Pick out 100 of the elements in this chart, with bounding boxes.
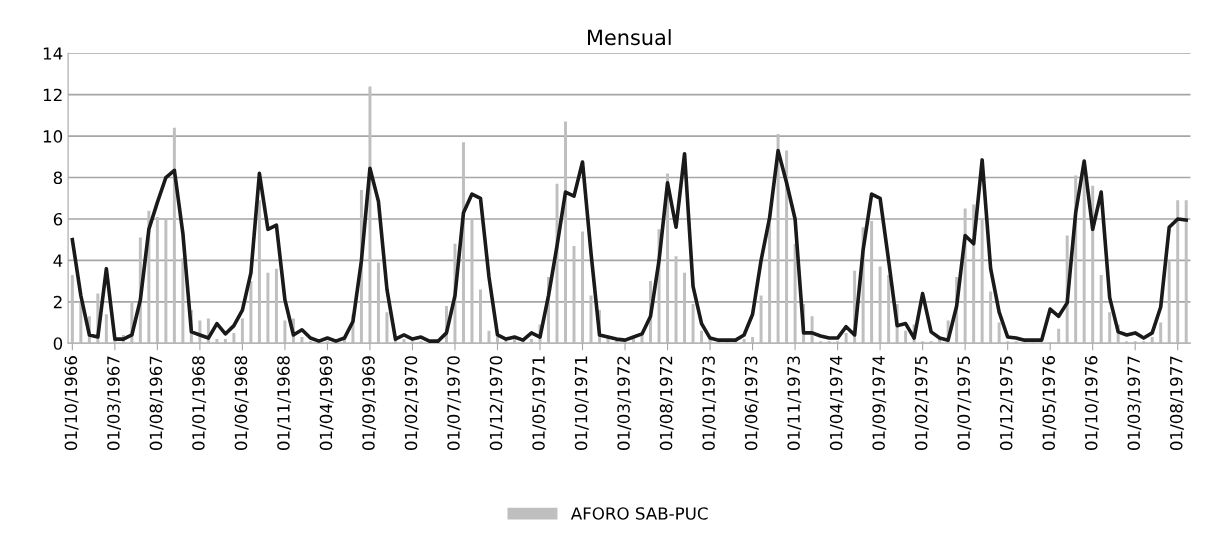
bar bbox=[1082, 173, 1086, 344]
chart-title: Mensual bbox=[588, 29, 671, 46]
bar bbox=[300, 337, 304, 344]
bar bbox=[155, 216, 159, 344]
bar bbox=[70, 274, 74, 344]
bar bbox=[674, 256, 678, 344]
bar bbox=[240, 318, 244, 344]
x-tick-label: 01/12/1975 bbox=[999, 356, 1014, 451]
bar bbox=[768, 223, 772, 344]
bar bbox=[513, 339, 516, 344]
y-tick-label: 14 bbox=[43, 47, 63, 60]
bar bbox=[870, 221, 874, 344]
bar bbox=[904, 330, 908, 344]
y-tick-label: 12 bbox=[43, 88, 62, 102]
bar bbox=[776, 134, 780, 344]
bar bbox=[589, 295, 593, 344]
bar bbox=[1057, 328, 1061, 344]
x-tick-label: 01/11/1973 bbox=[787, 356, 802, 451]
bar bbox=[683, 272, 687, 344]
bar bbox=[223, 339, 227, 344]
bar bbox=[759, 295, 763, 344]
bar bbox=[530, 339, 533, 344]
bar bbox=[274, 268, 278, 344]
bar bbox=[1150, 337, 1154, 344]
bar bbox=[844, 332, 848, 344]
bar bbox=[461, 142, 465, 344]
x-tick-label: 01/02/1975 bbox=[914, 356, 929, 451]
bar bbox=[1014, 341, 1018, 344]
bar bbox=[878, 266, 882, 344]
bar bbox=[470, 218, 474, 344]
y-tick-label: 2 bbox=[53, 295, 62, 309]
bar bbox=[283, 320, 287, 344]
bar bbox=[1184, 200, 1188, 344]
x-tick-label: 01/05/1971 bbox=[532, 356, 547, 451]
bar bbox=[181, 258, 185, 344]
bar bbox=[478, 289, 482, 344]
x-tick-label: 01/01/1968 bbox=[192, 356, 207, 451]
bar bbox=[1133, 341, 1137, 344]
bar bbox=[1142, 341, 1146, 344]
bar bbox=[496, 337, 499, 344]
bar bbox=[887, 274, 891, 344]
x-tick-label: 01/08/1977 bbox=[1169, 356, 1184, 451]
bar bbox=[989, 291, 993, 344]
x-tick-label: 01/06/1968 bbox=[234, 356, 249, 451]
x-tick-label: 01/08/1967 bbox=[149, 356, 164, 451]
bar bbox=[1125, 341, 1129, 344]
bar bbox=[215, 339, 219, 344]
bar bbox=[1006, 341, 1010, 344]
bar bbox=[632, 339, 636, 344]
x-tick-label: 01/04/1974 bbox=[829, 355, 844, 451]
bar bbox=[172, 127, 176, 344]
bar bbox=[700, 330, 704, 344]
bar bbox=[249, 281, 253, 344]
x-tick-label: 01/03/1972 bbox=[617, 356, 632, 451]
y-tick-label: 4 bbox=[53, 254, 63, 267]
bar bbox=[104, 314, 108, 344]
bar bbox=[402, 339, 406, 344]
bar bbox=[410, 341, 414, 344]
y-tick-label: 6 bbox=[53, 212, 63, 226]
bar bbox=[997, 322, 1001, 344]
bar bbox=[751, 337, 755, 344]
x-tick-label: 01/10/1971 bbox=[574, 356, 589, 451]
x-tick-label: 01/09/1969 bbox=[362, 356, 377, 451]
bar bbox=[266, 272, 270, 344]
x-tick-label: 01/10/1966 bbox=[64, 356, 79, 451]
x-tick-label: 01/06/1973 bbox=[744, 356, 759, 451]
bar bbox=[929, 341, 933, 344]
x-tick-label: 01/07/1970 bbox=[447, 356, 462, 451]
x-tick-label: 01/03/1967 bbox=[107, 356, 122, 451]
bar bbox=[1167, 260, 1171, 344]
y-tick-label: 10 bbox=[43, 130, 63, 143]
bar bbox=[164, 218, 168, 344]
bar bbox=[691, 303, 695, 344]
x-tick-label: 01/05/1976 bbox=[1042, 356, 1057, 451]
bar bbox=[793, 243, 797, 344]
bar bbox=[785, 150, 789, 344]
x-tick-label: 01/03/1977 bbox=[1127, 356, 1142, 451]
bar bbox=[257, 200, 261, 344]
x-tick-label: 01/11/1968 bbox=[277, 356, 292, 451]
bar bbox=[419, 341, 423, 344]
x-tick-label: 01/07/1975 bbox=[957, 356, 972, 451]
bar bbox=[232, 332, 236, 344]
legend-label: AFORO SAB-PUC bbox=[570, 507, 708, 520]
bar bbox=[980, 218, 984, 344]
bar bbox=[368, 86, 372, 344]
bar bbox=[836, 341, 840, 344]
bar bbox=[1108, 312, 1112, 344]
x-tick-label: 01/08/1972 bbox=[659, 356, 674, 451]
bar bbox=[819, 341, 823, 344]
bar bbox=[827, 341, 831, 344]
x-tick-label: 01/02/1970 bbox=[404, 356, 419, 451]
bar bbox=[921, 341, 925, 344]
y-tick-label: 8 bbox=[53, 171, 63, 185]
bar bbox=[325, 341, 329, 344]
bar bbox=[1099, 274, 1103, 344]
bar bbox=[79, 301, 83, 344]
bar bbox=[581, 231, 584, 344]
bar bbox=[376, 262, 380, 344]
bar bbox=[1176, 200, 1180, 344]
bar bbox=[963, 208, 967, 344]
